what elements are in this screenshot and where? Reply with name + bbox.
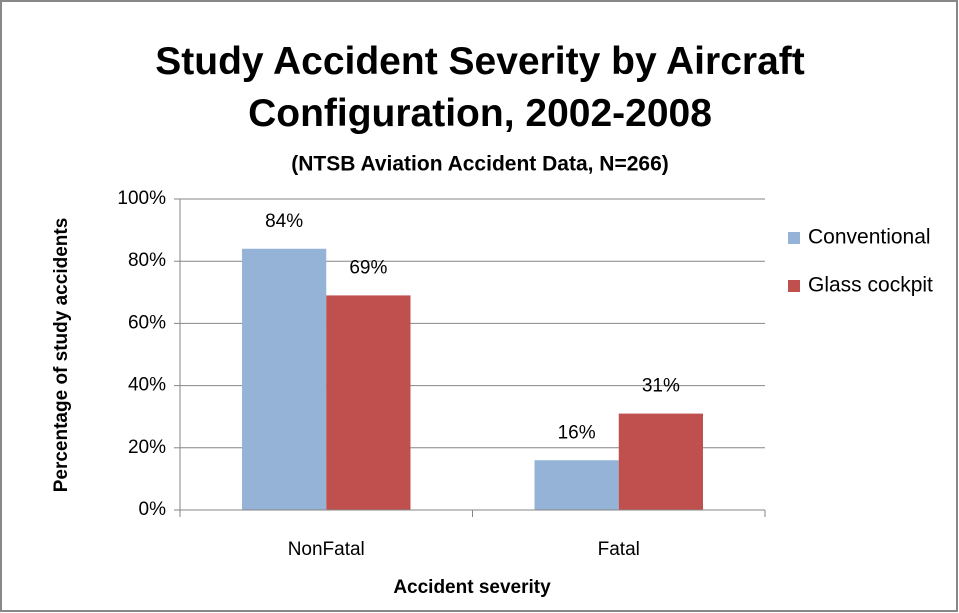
y-tick-label: 80%	[128, 250, 166, 271]
data-label: 69%	[349, 257, 387, 278]
bar	[326, 295, 411, 510]
y-tick-label: 100%	[117, 188, 166, 209]
legend-swatch	[788, 232, 800, 244]
y-tick-label: 20%	[128, 437, 166, 458]
legend-swatch	[788, 280, 800, 292]
bar	[242, 248, 327, 510]
y-axis-label: Percentage of study accidents	[51, 218, 72, 493]
chart-title: Study Accident Severity by Aircraft Conf…	[155, 40, 805, 135]
x-axis-label: Accident severity	[393, 577, 551, 598]
data-label: 16%	[558, 422, 596, 443]
bar	[618, 413, 703, 510]
y-tick-label: 60%	[128, 312, 166, 333]
data-label: 31%	[642, 376, 680, 397]
y-tick-label: 0%	[139, 499, 167, 520]
chart-subtitle: (NTSB Aviation Accident Data, N=266)	[291, 153, 669, 176]
data-label: 84%	[265, 211, 303, 232]
legend-label: Conventional	[808, 226, 931, 249]
bar	[534, 460, 619, 510]
y-tick-label: 40%	[128, 375, 166, 396]
x-tick-label: NonFatal	[288, 539, 365, 560]
legend-label: Glass cockpit	[808, 274, 933, 297]
x-tick-label: Fatal	[598, 539, 640, 560]
